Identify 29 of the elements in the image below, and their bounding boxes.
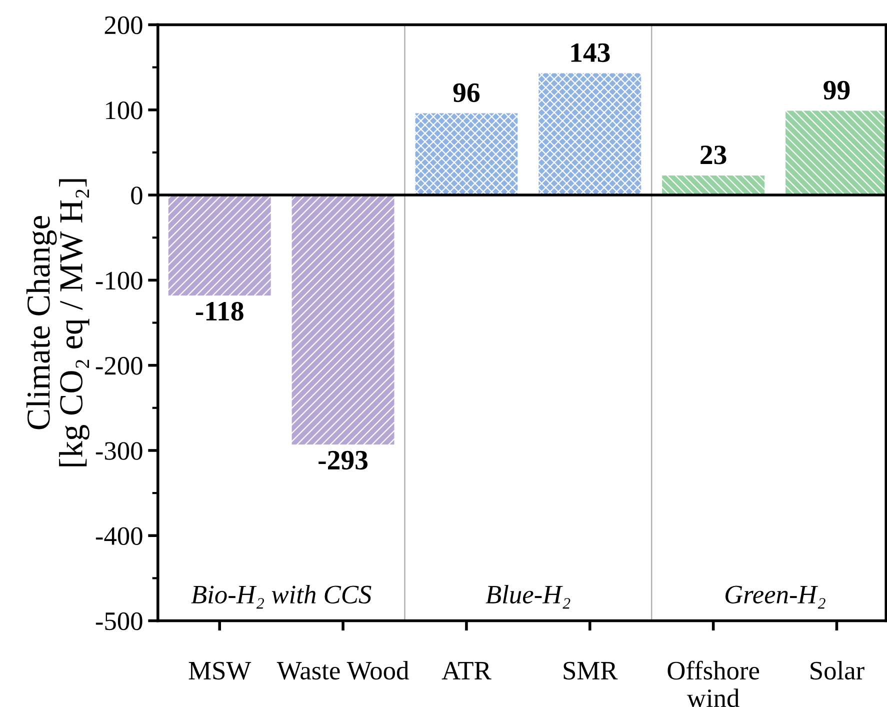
data-label: 143 [571, 43, 610, 62]
annotation: Blue-H₂ [486, 584, 570, 609]
bar [538, 73, 642, 196]
y-tick-label: 200 [104, 16, 142, 34]
y-tick-label: -400 [96, 527, 142, 546]
data-label: 23 [700, 146, 726, 164]
annotation: Green-H₂ [725, 586, 826, 609]
x-tick-label: ATR [442, 662, 492, 680]
y-tick-label: -200 [96, 356, 142, 375]
annotation: Bio-H₂ with CCS [191, 584, 372, 609]
y-tick-label: -100 [96, 272, 142, 290]
data-label: 99 [824, 80, 850, 100]
data-label: 96 [453, 83, 480, 102]
bar [415, 113, 518, 196]
x-tick-label: Solar [810, 661, 864, 680]
y-tick-label: -500 [96, 612, 142, 630]
y-tick-label: -300 [96, 442, 142, 460]
bar [662, 175, 765, 196]
x-tick-label: Waste Wood [276, 661, 409, 680]
x-tick-label: SMR [564, 662, 618, 680]
data-label: -118 [196, 302, 244, 321]
data-label: -293 [318, 450, 368, 470]
bar [292, 195, 394, 444]
y-tick-label: 100 [106, 101, 142, 120]
x-tick-label: MSW [188, 662, 252, 680]
y-tick-label: 0 [131, 186, 142, 204]
x-tick-label: Offshore wind [668, 660, 760, 707]
y-axis-title: Climate Change [kg CO₂ eq / MW H₂] [26, 179, 90, 466]
bar [168, 195, 271, 296]
